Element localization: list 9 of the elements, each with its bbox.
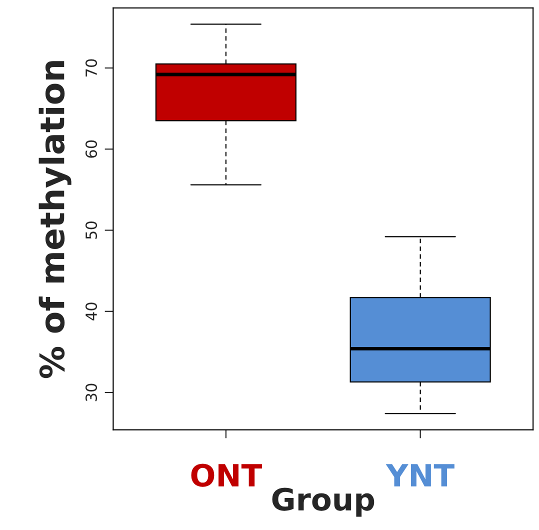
x-tick-label: ONT xyxy=(191,464,262,487)
y-axis-title: % of methylation xyxy=(38,61,72,378)
x-tick-label: YNT xyxy=(386,464,454,486)
y-tick-label: 70 xyxy=(85,59,98,76)
y-tick-label: 60 xyxy=(85,140,98,158)
x-axis-title: Group xyxy=(272,488,374,517)
y-tick-label: 30 xyxy=(85,384,98,402)
y-tick-label: 40 xyxy=(85,302,98,320)
y-tick-label: 50 xyxy=(85,222,98,239)
